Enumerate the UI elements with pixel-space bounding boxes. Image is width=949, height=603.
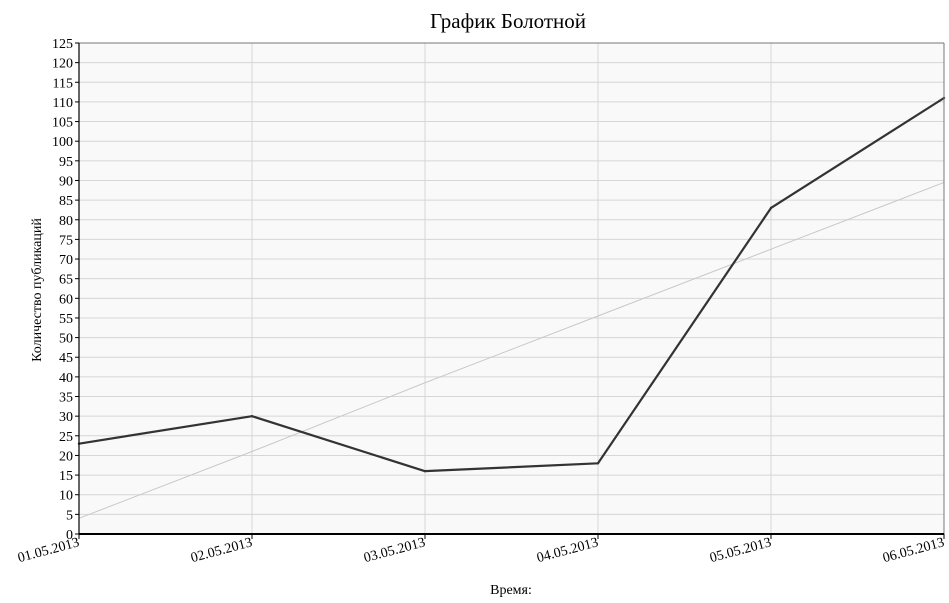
data-point	[423, 469, 427, 473]
x-tick-label: 05.05.2013	[708, 535, 773, 566]
y-tick-label: 110	[53, 96, 73, 111]
x-axis-label: Время:	[490, 583, 532, 598]
y-tick-label: 25	[59, 430, 73, 445]
trend-line	[78, 181, 945, 519]
y-tick-label: 90	[59, 174, 73, 189]
y-tick-label: 35	[59, 391, 73, 406]
chart-title: График Болотной	[430, 9, 586, 33]
y-tick-label: 120	[52, 57, 73, 72]
y-tick-label: 55	[59, 312, 73, 327]
y-tick-label: 60	[59, 292, 73, 307]
x-tick-label: 01.05.2013	[16, 535, 81, 566]
x-tick-label: 02.05.2013	[189, 535, 254, 566]
y-tick-label: 10	[59, 489, 73, 504]
x-tick-label: 06.05.2013	[881, 535, 946, 566]
y-tick-label: 125	[52, 37, 73, 52]
x-tick-label: 04.05.2013	[535, 535, 600, 566]
y-tick-label: 85	[59, 194, 73, 209]
x-tick-label: 03.05.2013	[362, 535, 427, 566]
y-tick-label: 15	[59, 469, 73, 484]
y-tick-label: 0	[66, 528, 73, 543]
y-tick-label: 105	[52, 116, 73, 131]
series-line	[78, 97, 945, 473]
data-point	[769, 206, 773, 210]
y-tick-label: 5	[66, 508, 73, 523]
y-tick-label: 100	[52, 135, 73, 150]
y-tick-label: 95	[59, 155, 73, 170]
data-point	[596, 462, 600, 465]
y-tick-label: 20	[59, 449, 73, 464]
y-tick-label: 50	[59, 332, 73, 347]
y-tick-label: 70	[59, 253, 73, 268]
y-axis-label: Количество публикаций	[30, 218, 45, 362]
y-tick-label: 40	[59, 371, 73, 386]
y-tick-label: 115	[53, 76, 73, 91]
y-tick-label: 45	[59, 351, 73, 366]
data-point	[250, 414, 254, 418]
y-tick-label: 30	[59, 410, 73, 425]
plot-area	[79, 43, 944, 534]
y-tick-label: 75	[59, 233, 73, 248]
y-tick-label: 65	[59, 273, 73, 288]
y-tick-label: 80	[59, 214, 73, 229]
